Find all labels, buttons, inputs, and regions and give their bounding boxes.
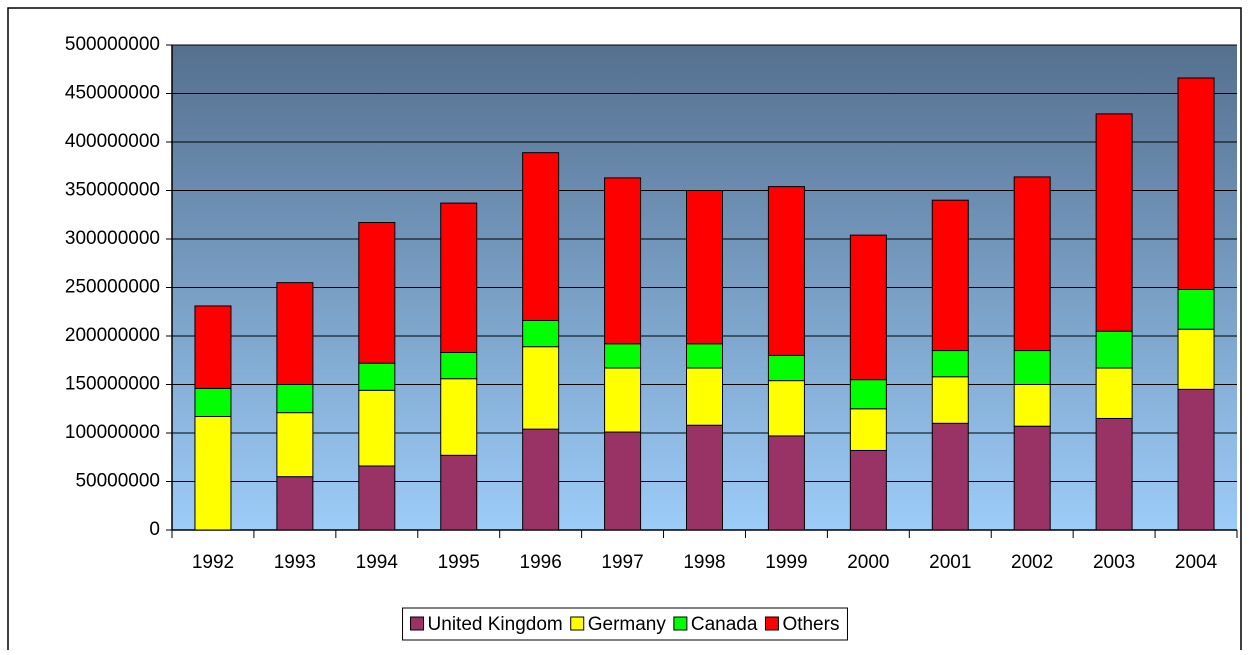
x-tick-label: 1997: [601, 552, 643, 573]
bar-segment: [522, 319, 560, 348]
bar-segment: [194, 387, 232, 418]
bar-segment: [194, 305, 232, 389]
bar-segment: [358, 222, 396, 364]
bar-segment: [276, 412, 314, 478]
bar-segment: [686, 367, 723, 426]
bar-segment: [276, 282, 314, 385]
legend-label: Germany: [588, 614, 667, 635]
bar-segment: [1095, 367, 1133, 419]
legend-label: Canada: [691, 614, 758, 635]
bar-segment: [440, 351, 478, 380]
bar-segment: [931, 350, 969, 378]
bar-segment: [440, 202, 478, 353]
x-tick-label: 2004: [1175, 552, 1218, 573]
bar-segment: [358, 362, 396, 391]
bar-segment: [1095, 113, 1133, 332]
bar-segment: [1013, 384, 1051, 427]
bar-segment: [194, 416, 232, 531]
x-tick-label: 1996: [520, 552, 562, 573]
bar-segment: [1013, 425, 1051, 531]
y-tick-label: 150000000: [65, 374, 160, 395]
bar-segment: [686, 424, 723, 531]
legend-label: United Kingdom: [428, 614, 563, 635]
bar-segment: [604, 431, 642, 531]
bar-segment: [522, 346, 560, 430]
bar-segment: [358, 389, 396, 467]
legend-swatch: [673, 616, 688, 631]
bar-segment: [522, 428, 560, 531]
bar-segment: [1013, 350, 1051, 385]
x-tick-label: 1999: [765, 552, 807, 573]
bar-segment: [931, 199, 969, 352]
chart-border: [7, 7, 1242, 650]
y-tick-label: 50000000: [75, 471, 160, 492]
bar-segment: [1095, 417, 1133, 531]
x-tick-label: 1994: [356, 552, 399, 573]
bar-segment: [276, 384, 314, 414]
legend-label: Others: [782, 614, 839, 635]
bar-segment: [440, 378, 478, 456]
bar-segment: [767, 186, 805, 356]
bar-segment: [1177, 388, 1215, 531]
bar-segment: [1177, 328, 1215, 390]
legend-swatch: [410, 616, 425, 631]
y-tick-label: 0: [149, 519, 160, 540]
x-tick-label: 1998: [683, 552, 725, 573]
legend-swatch: [570, 616, 585, 631]
x-tick-label: 2002: [1011, 552, 1053, 573]
bar-segment: [276, 476, 314, 531]
bar-segment: [604, 343, 642, 369]
y-tick-label: 450000000: [65, 83, 160, 104]
bar-segment: [1013, 176, 1051, 352]
bar-segment: [440, 454, 478, 531]
bar-segment: [849, 234, 887, 381]
x-tick-label: 2000: [847, 552, 889, 573]
bar-segment: [686, 190, 723, 345]
bar-segment: [849, 449, 887, 531]
x-tick-label: 1993: [274, 552, 316, 573]
bar-segment: [1177, 77, 1215, 290]
bar-segment: [767, 380, 805, 437]
bar-segment: [931, 422, 969, 531]
x-tick-label: 1995: [438, 552, 480, 573]
bar-segment: [522, 152, 560, 321]
y-tick-label: 100000000: [65, 422, 160, 443]
bar-segment: [767, 435, 805, 531]
bar-segment: [604, 177, 642, 345]
y-tick-label: 250000000: [65, 277, 160, 298]
x-tick-label: 2001: [929, 552, 971, 573]
bar-segment: [604, 367, 642, 433]
y-tick-label: 200000000: [65, 325, 160, 346]
x-tick-label: 2003: [1093, 552, 1135, 573]
y-tick-label: 500000000: [65, 34, 160, 55]
y-tick-label: 400000000: [65, 131, 160, 152]
bar-segment: [1177, 288, 1215, 330]
bar-segment: [1095, 330, 1133, 369]
y-tick-label: 350000000: [65, 180, 160, 201]
bar-segment: [849, 408, 887, 451]
legend-swatch: [764, 616, 779, 631]
bar-segment: [849, 379, 887, 410]
bar-segment: [767, 354, 805, 382]
legend: United Kingdom Germany Canada Others: [402, 607, 848, 641]
bar-segment: [358, 465, 396, 531]
y-tick-label: 300000000: [65, 228, 160, 249]
bar-segment: [686, 343, 723, 369]
bar-segment: [931, 376, 969, 424]
x-tick-label: 1992: [192, 552, 234, 573]
